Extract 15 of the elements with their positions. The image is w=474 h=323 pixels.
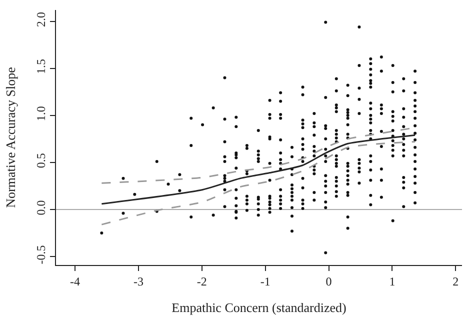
y-tick-label: 0.0	[34, 200, 48, 216]
y-tick-label: 1.5	[34, 59, 48, 74]
x-tick-label: 0	[326, 274, 332, 288]
x-tick-label: 2	[452, 274, 459, 288]
x-tick-label: 1	[389, 274, 396, 288]
x-axis-title: Empathic Concern (standardized)	[172, 300, 346, 315]
y-axis-title: Normative Accuracy Slope	[3, 66, 18, 208]
x-tick-label: -4	[70, 274, 80, 288]
y-tick-label: 2.0	[34, 12, 48, 27]
y-tick-label: 0.5	[34, 153, 48, 168]
y-tick-label: -0.5	[34, 245, 48, 264]
y-tick-label: 1.0	[34, 106, 48, 122]
x-tick-label: -2	[196, 274, 207, 288]
x-tick-label: -1	[260, 274, 270, 288]
x-tick-label: -3	[133, 274, 144, 288]
